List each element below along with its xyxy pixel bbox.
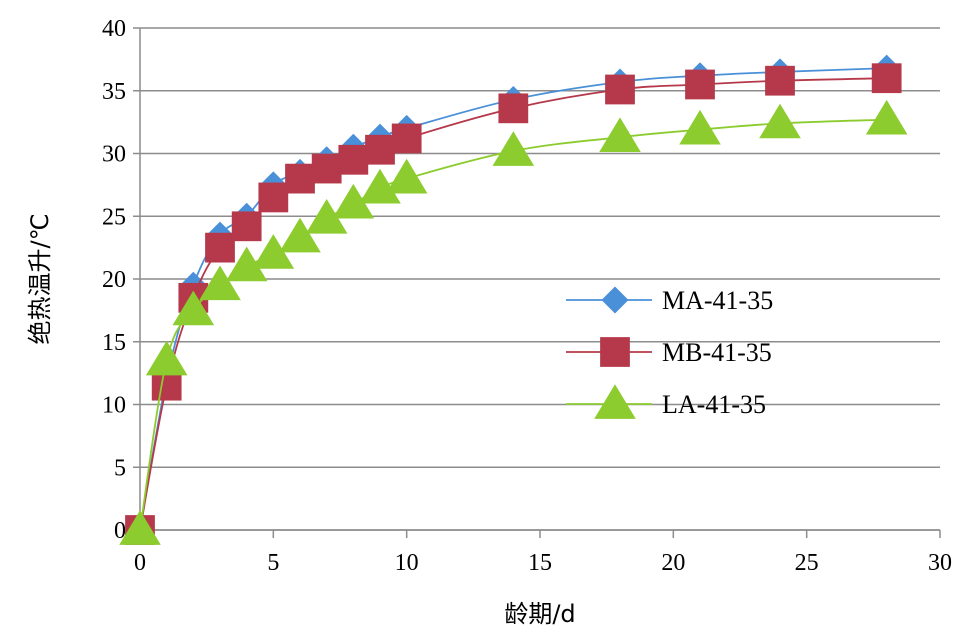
data-point-MB-41-35-28 <box>871 63 902 94</box>
data-point-LA-41-35-7 <box>305 198 348 234</box>
x-tick-label: 25 <box>795 550 819 576</box>
data-point-MB-41-35-8 <box>338 144 369 175</box>
data-point-LA-41-35-18 <box>599 117 641 153</box>
data-point-LA-41-35-4 <box>225 246 268 282</box>
legend-label: MA-41-35 <box>662 286 773 315</box>
legend-entry-MB-41-35: MB-41-35 <box>566 337 772 367</box>
data-point-LA-41-35-1 <box>145 340 188 376</box>
legend-marker-MA-41-35 <box>601 286 629 314</box>
x-tick-label: 10 <box>395 550 419 576</box>
y-tick-label: 0 <box>114 518 126 544</box>
y-tick-label: 30 <box>102 142 126 168</box>
data-point-LA-41-35-3 <box>199 265 241 301</box>
data-point-LA-41-35-6 <box>279 217 321 253</box>
x-tick-label: 5 <box>267 550 279 576</box>
data-point-MB-41-35-21 <box>685 69 715 100</box>
series-line-LA-41-35 <box>139 118 887 531</box>
series-LA-41-35 <box>119 99 908 545</box>
data-point-LA-41-35-14 <box>492 131 535 166</box>
data-series <box>119 54 908 545</box>
data-point-LA-41-35-9 <box>359 168 401 204</box>
legend-label: MB-41-35 <box>662 338 772 367</box>
y-tick-label: 25 <box>102 204 126 230</box>
data-point-LA-41-35-21 <box>679 109 721 145</box>
data-point-LA-41-35-2 <box>172 290 215 326</box>
data-point-MB-41-35-6 <box>285 163 315 194</box>
legend-marker-LA-41-35 <box>594 384 636 419</box>
data-point-MB-41-35-5 <box>258 182 289 213</box>
legend-label: LA-41-35 <box>662 390 766 419</box>
data-point-LA-41-35-8 <box>332 183 375 219</box>
data-point-LA-41-35-10 <box>385 158 428 194</box>
y-tick-label: 10 <box>102 393 126 419</box>
y-tick-label: 40 <box>102 16 126 42</box>
axes: 0 5 10 15 20 25 30 35 40 0 5 10 15 20 25 30 <box>102 16 952 576</box>
data-point-MB-41-35-7 <box>311 153 342 184</box>
data-point-MB-41-35-9 <box>365 134 395 165</box>
data-point-MB-41-35-24 <box>765 65 795 96</box>
data-point-MB-41-35-14 <box>498 93 529 124</box>
data-point-LA-41-35-24 <box>759 103 801 139</box>
y-tick-label: 15 <box>102 330 126 356</box>
y-axis-title: 绝热温升/℃ <box>26 213 54 344</box>
legend-entry-MA-41-35: MA-41-35 <box>566 286 773 315</box>
x-tick-label: 20 <box>661 550 685 576</box>
x-axis-title: 龄期/d <box>504 600 575 628</box>
grid-lines <box>140 27 940 531</box>
series-MB-41-35 <box>125 63 902 545</box>
data-point-LA-41-35-5 <box>252 234 295 269</box>
x-tick-label: 0 <box>134 550 146 576</box>
data-point-MB-41-35-3 <box>205 232 235 263</box>
data-point-MB-41-35-10 <box>391 123 422 154</box>
data-point-MB-41-35-4 <box>231 211 262 242</box>
y-tick-label: 20 <box>102 267 126 293</box>
data-point-LA-41-35-0 <box>119 510 161 545</box>
legend: MA-41-35 MB-41-35 LA-41-35 <box>566 286 773 419</box>
legend-entry-LA-41-35: LA-41-35 <box>566 384 766 419</box>
y-tick-label: 5 <box>114 455 126 481</box>
x-tick-label: 30 <box>928 550 952 576</box>
legend-marker-MB-41-35 <box>600 337 630 367</box>
data-point-LA-41-35-28 <box>865 99 908 135</box>
y-tick-label: 35 <box>102 79 126 105</box>
data-point-MB-41-35-1 <box>151 370 182 401</box>
data-point-MB-41-35-18 <box>605 74 635 105</box>
x-tick-label: 15 <box>528 550 552 576</box>
